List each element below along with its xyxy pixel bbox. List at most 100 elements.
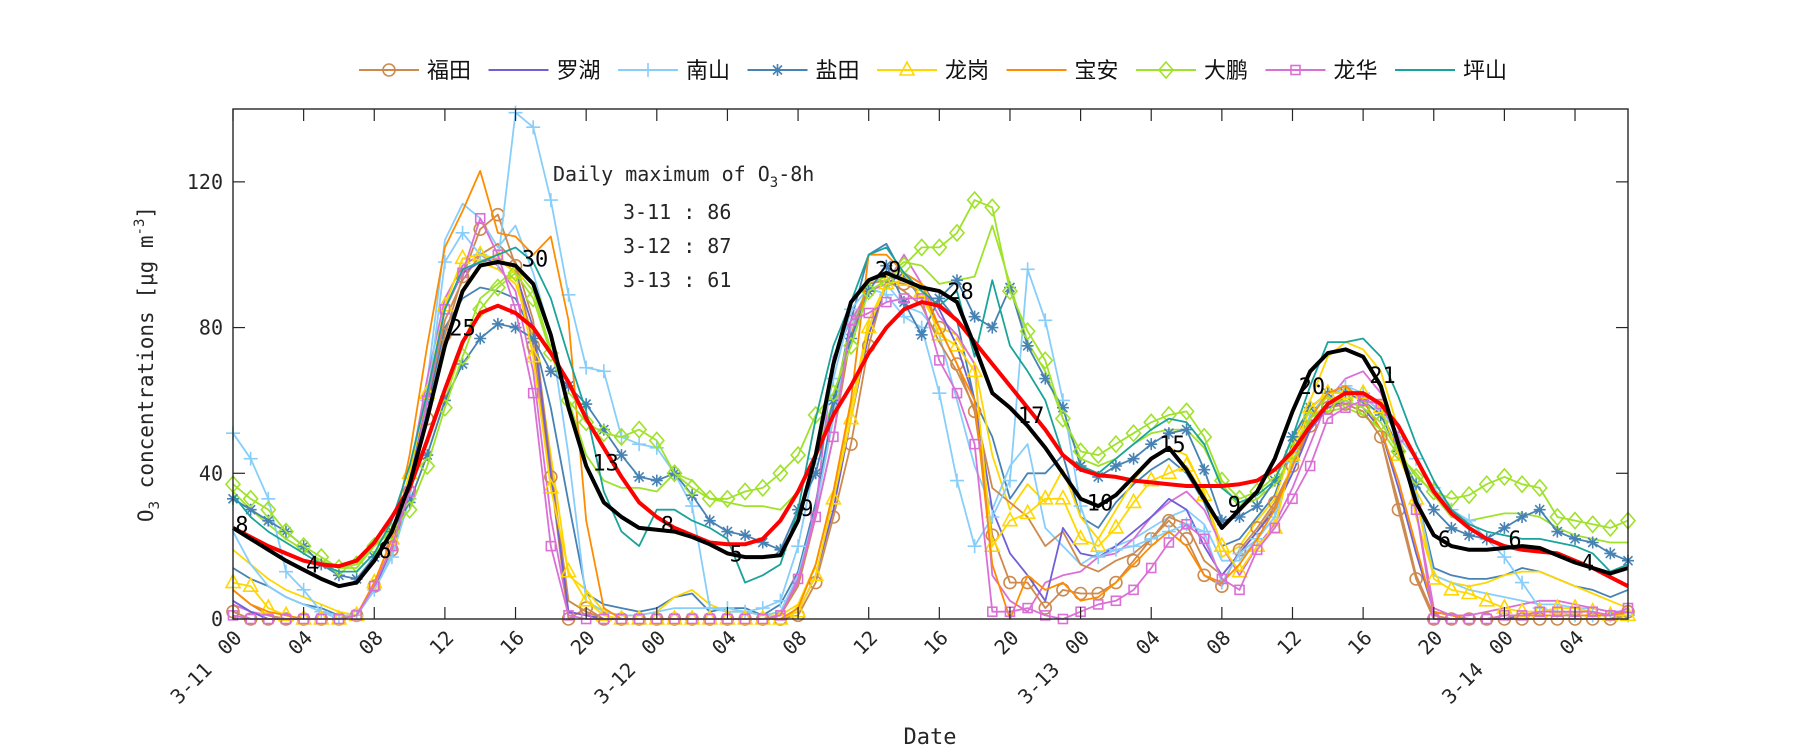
diamond-marker [1001,281,1019,301]
star-marker [950,274,963,287]
diamond-marker [613,427,630,447]
legend-item: 宝安 [1006,59,1119,84]
diamond-marker [1072,442,1089,461]
triangle-marker [1301,398,1319,414]
square-marker [1322,413,1334,424]
star-marker [739,529,752,542]
point-label: 5 [730,542,743,567]
point-label: 20 [1299,375,1326,400]
series-2-line [232,257,1629,620]
star-marker [1551,525,1564,538]
red-series-line [232,300,1629,588]
diamond-marker [1090,445,1107,465]
square-marker [1290,64,1301,76]
x-tick-label: 04 [707,626,741,660]
triangle-marker [1001,510,1019,527]
plus-marker [1073,499,1088,514]
x-tick-label: 08 [778,626,812,660]
diamond-marker [242,489,259,509]
circle-marker [1197,568,1212,583]
point-label: 9 [800,497,813,522]
triangle-marker [577,591,595,607]
series-3-line [232,111,1628,620]
plus-marker [1232,546,1247,561]
diamond-marker [1443,489,1460,509]
diamond-marker [472,300,489,319]
x-tick-label: 04 [1555,626,1589,660]
plus-marker [1126,539,1141,554]
star-marker [615,449,628,462]
series-7 [224,190,1637,578]
triangle-marker [1160,463,1178,480]
diamond-marker [878,270,895,290]
x-tick-label: 20 [566,626,600,660]
diamond-marker [684,478,701,498]
diamond-marker [1372,413,1389,432]
square-marker [951,387,963,399]
point-label: 6 [378,539,391,564]
square-marker [545,540,557,552]
diamond-marker [1125,423,1142,443]
date-label: 3-14 [1437,658,1488,709]
x-tick-label: 04 [283,626,317,660]
triangle-marker [1089,536,1107,552]
star-marker [1127,452,1140,465]
y-label-o: O [134,509,158,522]
plus-marker [1497,550,1512,565]
square-marker [934,355,945,366]
star-marker [1427,503,1440,516]
legend-label: 坪山 [1463,59,1507,84]
legend-label: 南山 [686,59,730,84]
triangle-marker [1425,569,1443,585]
point-label: 15 [1159,433,1186,458]
square-marker [1181,518,1192,530]
star-marker [491,317,504,330]
y-label-sub: 3 [147,501,163,509]
plus-marker [1020,262,1035,277]
diamond-marker [489,278,506,297]
plus-marker [632,437,647,452]
square-marker [1198,533,1210,545]
legend-item: 福田 [359,59,471,84]
diamond-marker [1160,405,1177,425]
star-marker [1021,339,1034,352]
diamond-marker [1584,515,1601,534]
diamond-marker [1390,442,1407,461]
star-marker [968,310,981,323]
point-label: 29 [875,258,902,283]
triangle-marker [966,361,983,378]
legend-label: 龙岗 [945,59,989,84]
point-label: 21 [1369,364,1396,389]
plus-marker [579,360,594,375]
square-marker [1145,562,1157,574]
y-label-end: ] [134,206,158,219]
square-marker [898,293,910,304]
star-marker [544,365,557,378]
plus-marker [1144,531,1159,546]
star-marker [633,470,646,483]
star-marker [1056,401,1069,414]
x-tick-label: 16 [495,626,529,660]
star-marker [1180,423,1193,436]
plus-marker [437,255,452,269]
star-marker [1251,500,1264,513]
triangle-marker [454,248,471,265]
star-marker [933,292,946,305]
circle-marker [382,63,396,77]
star-marker [509,321,522,334]
legend-item: 坪山 [1395,59,1507,84]
plus-marker [455,225,470,240]
plus-marker [526,120,541,135]
plus-marker [949,473,964,488]
x-tick-label: 08 [1201,626,1235,660]
diamond-marker [1157,60,1175,80]
square-marker [775,610,786,621]
star-marker [774,543,787,556]
star-marker [880,259,893,272]
x-tick-label: 12 [424,626,458,660]
square-marker [1128,584,1139,596]
triangle-marker [825,489,842,505]
star-marker [1198,463,1211,476]
x-tick-label: 04 [1131,626,1165,660]
series-2 [232,257,1629,620]
